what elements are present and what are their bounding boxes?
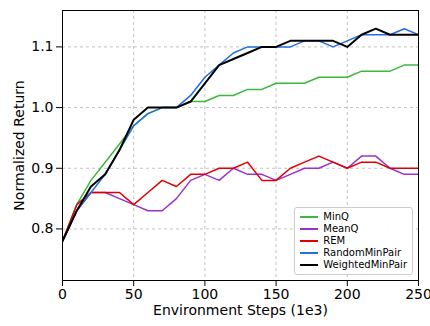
svg-text:Normalized Return: Normalized Return (11, 80, 27, 210)
html-text:RandomMinPair: RandomMinPair (323, 247, 402, 258)
svg-text:50: 50 (125, 286, 143, 302)
svg-text:150: 150 (263, 286, 290, 302)
html-text:MeanQ: MeanQ (323, 223, 359, 234)
html-text:MinQ: MinQ (323, 211, 349, 222)
svg-text:1.0: 1.0 (31, 99, 53, 115)
svg-text:100: 100 (192, 286, 219, 302)
svg-text:250: 250 (405, 286, 430, 302)
svg-text:0.9: 0.9 (31, 160, 53, 176)
svg-text:200: 200 (334, 286, 361, 302)
svg-text:1.1: 1.1 (31, 38, 53, 54)
html-text:WeightedMinPair: WeightedMinPair (323, 259, 407, 270)
svg-text:0.8: 0.8 (31, 220, 53, 236)
html-text:REM: REM (323, 235, 346, 246)
svg-text:Environment Steps (1e3): Environment Steps (1e3) (153, 302, 328, 318)
svg-text:0: 0 (58, 286, 67, 302)
